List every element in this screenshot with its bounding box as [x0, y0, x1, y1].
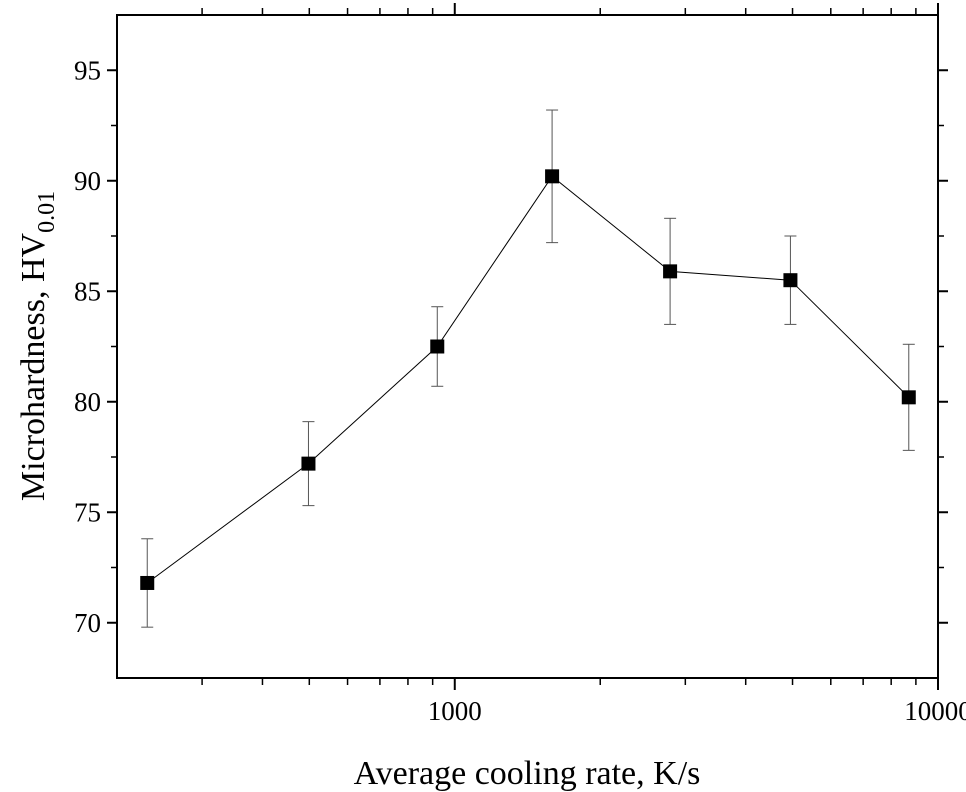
x-tick-label: 10000: [904, 696, 966, 726]
y-tick-label: 85: [74, 276, 101, 306]
plot-frame: [116, 14, 939, 679]
y-axis-title-subscript: 0.01: [34, 191, 60, 233]
y-tick-label: 95: [74, 55, 101, 85]
error-bars: [141, 109, 915, 628]
data-point: [140, 575, 155, 590]
y-axis-title-main: Microhardness, HV: [15, 232, 52, 501]
y-axis-title: Microhardness, HV0.01: [15, 191, 60, 501]
y-tick-label: 80: [74, 387, 101, 417]
data-point: [545, 169, 560, 184]
x-axis-title: Average cooling rate, K/s: [354, 755, 701, 792]
data-point: [901, 390, 916, 405]
data-point: [663, 264, 678, 279]
y-tick-label: 70: [74, 608, 101, 638]
data-points: [140, 169, 916, 590]
data-point: [301, 456, 316, 471]
axis-ticks: [107, 3, 948, 690]
y-tick-label: 90: [74, 166, 101, 196]
tick-labels: 70 75 80 85 90 95 1000 10000: [74, 55, 966, 726]
data-point: [430, 339, 445, 354]
data-point: [783, 273, 798, 288]
x-tick-label: 1000: [428, 696, 482, 726]
series-line: [146, 175, 910, 584]
y-tick-label: 75: [74, 497, 101, 527]
